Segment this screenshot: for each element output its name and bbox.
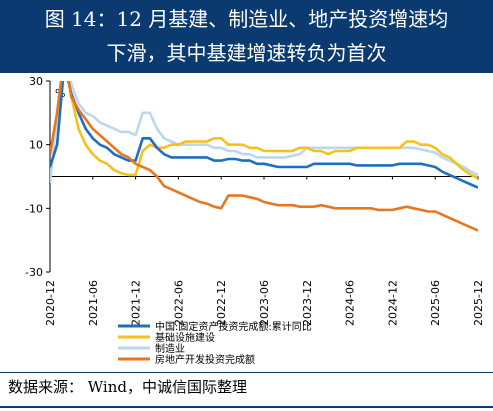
divider — [0, 372, 493, 373]
chart-title-line-1: 图 14：12 月基建、制造业、地产投资增速均 — [44, 7, 449, 31]
legend-label: 制造业 — [155, 342, 185, 355]
x-tick-label: 2023-12 — [301, 280, 314, 326]
series-lines — [50, 81, 478, 232]
x-tick-label: 2020-12 — [44, 280, 57, 326]
legend-label: 房地产开发投资完成额 — [155, 353, 255, 366]
x-tick-label: 2022-12 — [215, 280, 228, 326]
y-tick-label: 30 — [29, 75, 43, 88]
legend-label: 中国:固定资产投资完成额:累计同比 — [155, 320, 312, 333]
y-tick-label: -30 — [25, 266, 43, 279]
series-line — [50, 81, 478, 180]
series-line — [50, 81, 478, 189]
title-bar: 图 14：12 月基建、制造业、地产投资增速均 下滑，其中基建增速转负为首次 — [0, 0, 493, 73]
x-tick-label: 2023-06 — [258, 280, 271, 326]
x-tick-label: 2025-12 — [472, 280, 485, 326]
x-tick-label: 2021-06 — [87, 280, 100, 326]
y-tick-label: 10 — [29, 139, 43, 152]
y-tick-label: -10 — [25, 202, 43, 215]
divider-bottom — [0, 406, 493, 408]
source-note: 数据来源： Wind，中诚信国际整理 — [8, 378, 247, 396]
legend-label: 基础设施建设 — [155, 331, 215, 344]
series-line — [50, 81, 478, 232]
x-tick-label: 2024-12 — [386, 280, 399, 326]
x-tick-label: 2021-12 — [130, 280, 143, 326]
x-tick-label: 2024-06 — [344, 280, 357, 326]
chart-title-line-2: 下滑，其中基建增速转负为首次 — [106, 41, 387, 65]
x-tick-label: 2022-06 — [172, 280, 185, 326]
x-tick-label: 2025-06 — [429, 280, 442, 326]
series-line — [50, 81, 478, 184]
